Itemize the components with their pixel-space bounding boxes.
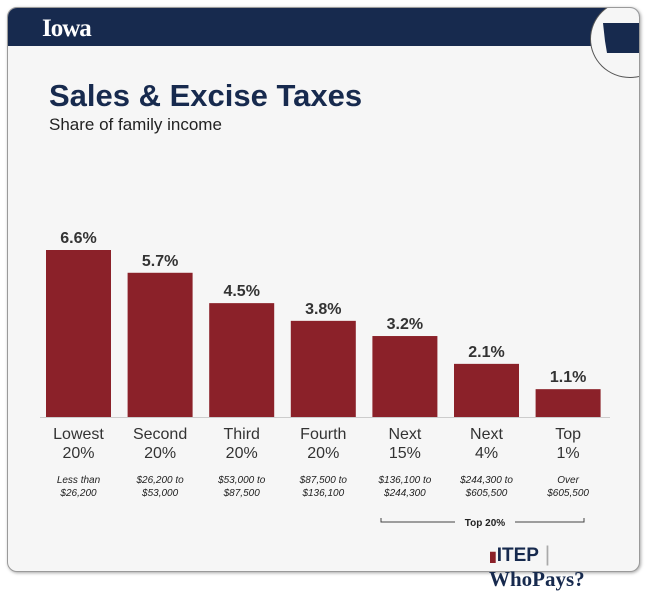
income-range-label: $605,500: [546, 488, 589, 499]
income-range-label: $53,000: [141, 488, 179, 499]
category-label: Top: [555, 426, 581, 443]
income-range-label: $244,300 to: [459, 475, 513, 486]
chart-subtitle: Share of family income: [49, 115, 222, 134]
category-label: 20%: [144, 445, 176, 462]
income-range-label: $53,000 to: [217, 475, 266, 486]
iowa-map-icon: [603, 23, 639, 53]
category-label: Next: [388, 426, 421, 443]
header-band: Iowa: [8, 8, 639, 46]
value-label: 4.5%: [223, 283, 259, 300]
bar-chart: 6.6% Lowest 20% Less than $26,200 5.7% Second 2…: [40, 230, 610, 529]
category-label: Lowest: [53, 426, 104, 443]
value-label: 3.8%: [305, 301, 341, 318]
top-20-bracket: [380, 518, 585, 523]
category-label: 15%: [389, 445, 421, 462]
chart-card: Iowa Sales & Excise Taxes Share of famil…: [7, 7, 640, 572]
income-range-label: $136,100: [301, 488, 344, 499]
whopays-logo: WhoPays?: [489, 567, 585, 591]
value-label: 1.1%: [550, 369, 586, 386]
value-label: 3.2%: [387, 316, 423, 333]
bracket-label: Top 20%: [465, 518, 505, 529]
chart-title: Sales & Excise Taxes: [49, 78, 363, 113]
income-range-label: Less than: [57, 475, 101, 486]
category-label: Third: [223, 426, 259, 443]
income-range-label: $87,500: [223, 488, 261, 499]
bar: [454, 363, 519, 417]
logo-separator: |: [544, 543, 551, 566]
bar: [535, 389, 601, 417]
bar: [209, 303, 275, 417]
category-label: 20%: [307, 445, 339, 462]
income-range-label: $244,300: [383, 488, 426, 499]
income-range-label: $136,100 to: [377, 475, 431, 486]
category-label: 1%: [557, 445, 580, 462]
category-label: Second: [133, 426, 187, 443]
value-label: 2.1%: [468, 344, 504, 361]
income-range-label: $26,200: [59, 488, 97, 499]
income-range-label: $26,200 to: [135, 475, 184, 486]
itep-logo: ITEP: [496, 545, 539, 566]
bar: [46, 250, 111, 417]
value-label: 6.6%: [60, 230, 96, 247]
bar: [290, 320, 356, 417]
value-label: 5.7%: [142, 253, 178, 270]
bar-logo-icon: ▮: [489, 548, 497, 564]
bar: [372, 336, 438, 417]
category-label: 20%: [62, 445, 94, 462]
state-name: Iowa: [42, 15, 92, 42]
category-label: Fourth: [300, 426, 346, 443]
category-label: 4%: [475, 445, 498, 462]
bar: [127, 272, 193, 417]
category-label: Next: [470, 426, 503, 443]
income-range-label: Over: [557, 475, 579, 486]
category-label: 20%: [226, 445, 258, 462]
income-range-label: $605,500: [465, 488, 508, 499]
itep-whopays-logo: ▮ITEP | WhoPays?: [489, 543, 649, 592]
income-range-label: $87,500 to: [299, 475, 348, 486]
